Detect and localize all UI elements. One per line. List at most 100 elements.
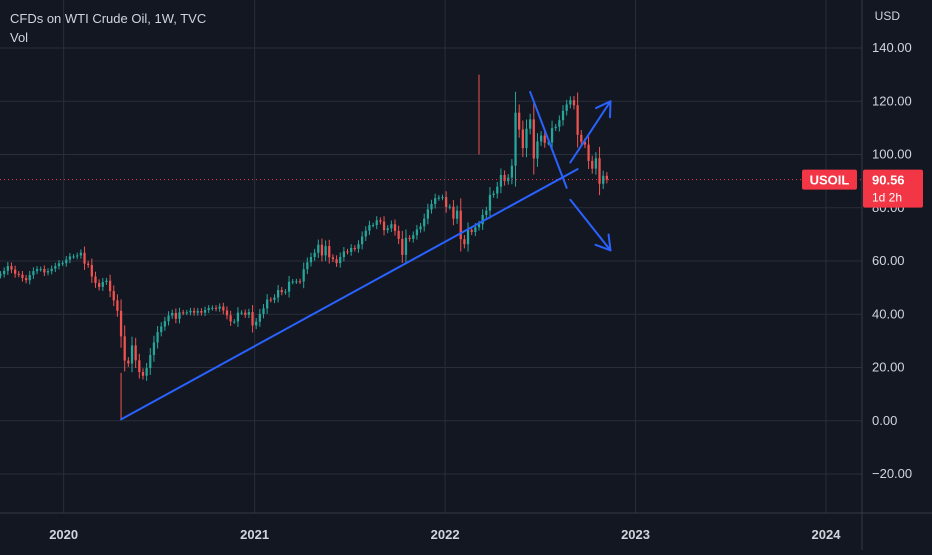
trendline-drawing-line (529, 90, 568, 189)
candle-body (262, 308, 265, 314)
candle-body (558, 120, 561, 127)
candle-body (499, 175, 503, 187)
candle-body (196, 311, 199, 313)
candle-body (550, 128, 554, 143)
candle-body (521, 129, 524, 149)
candle-body (404, 237, 408, 255)
candle-body (200, 311, 203, 313)
candle-body (419, 226, 422, 230)
ticker-badge-bg (802, 169, 857, 190)
candle-body (156, 332, 159, 343)
countdown-text: 1d 2h (872, 191, 902, 205)
candle-body (401, 238, 404, 255)
candle-body (302, 269, 305, 282)
ticker-text: USOIL (810, 173, 850, 188)
candle-body (474, 227, 477, 232)
x-tick-label: 2021 (240, 527, 269, 542)
candle-body (76, 255, 79, 257)
candle-body (360, 236, 364, 245)
candle-body (386, 228, 389, 231)
candle-body (605, 175, 608, 180)
candle-body (229, 315, 232, 322)
candle-body (397, 230, 400, 239)
candle-body (46, 271, 50, 273)
candle-body (174, 312, 177, 319)
x-tick-label: 2024 (812, 527, 842, 542)
ticker-badge: USOIL (802, 169, 857, 190)
candle-body (284, 291, 287, 293)
candle-body (514, 112, 517, 166)
candle-body (211, 307, 214, 309)
candle-body (452, 206, 455, 219)
candle-body (331, 257, 335, 260)
candle-body (426, 209, 430, 219)
volume-label[interactable]: Vol (10, 30, 29, 45)
candle-body (35, 269, 39, 272)
candle-body (68, 256, 72, 260)
candle-body (547, 142, 550, 144)
candle-body (171, 312, 174, 316)
candle-body (364, 230, 367, 237)
last-price-badge: 90.56 1d 2h (863, 169, 923, 208)
candle-body (503, 175, 506, 182)
candle-body (152, 342, 156, 355)
candle-body (328, 246, 331, 258)
candle-body (90, 264, 93, 277)
candle-body (554, 126, 557, 129)
candle-body (459, 210, 462, 240)
arrow-drawing[interactable] (569, 198, 612, 252)
candle-body (255, 321, 258, 326)
y-tick-label: 40.00 (872, 306, 905, 321)
candle-body (510, 165, 514, 178)
candle-body (39, 268, 42, 270)
candle-body (105, 280, 108, 283)
candle-body (130, 345, 134, 364)
arrow-drawing[interactable] (569, 100, 612, 164)
candle-body (306, 262, 309, 270)
arrow-head-icon (594, 233, 612, 252)
candle-body (375, 220, 378, 226)
trendline-drawing[interactable] (529, 90, 568, 189)
candle-body (598, 158, 601, 184)
candle-body (258, 313, 261, 322)
candle-body (543, 135, 546, 143)
candle-body (145, 368, 148, 376)
candle-body (10, 266, 13, 270)
currency-label[interactable]: USD (874, 9, 900, 23)
drawings[interactable] (120, 90, 612, 421)
candle-body (594, 158, 598, 169)
candle-body (119, 310, 123, 337)
candle-body (441, 197, 444, 199)
last-price-badge-bg (863, 169, 923, 208)
candle-body (163, 321, 167, 327)
symbol-title[interactable]: CFDs on WTI Crude Oil, 1W, TVC (10, 11, 207, 26)
y-tick-label: 140.00 (872, 40, 912, 55)
candle-body (54, 266, 57, 269)
chart-legend[interactable]: CFDs on WTI Crude Oil, 1W, TVC Vol (10, 9, 206, 47)
arrow-head-icon (595, 100, 612, 119)
candle-body (266, 299, 269, 309)
candle-body (13, 269, 17, 274)
candles (0, 74, 862, 420)
arrow-drawing-line (569, 198, 612, 252)
candle-body (160, 326, 163, 333)
candle-body (291, 281, 294, 283)
candle-body (79, 252, 83, 256)
candle-body (222, 306, 225, 311)
candle-body (214, 307, 218, 309)
candle-body (21, 274, 24, 279)
candle-body (602, 175, 605, 184)
candle-body (492, 193, 495, 195)
candle-body (61, 263, 64, 265)
candle-body (192, 310, 196, 313)
candle-body (408, 237, 411, 239)
candle-body (116, 300, 119, 311)
candle-body (353, 247, 356, 249)
candle-body (379, 220, 382, 222)
trendline-drawing[interactable] (120, 168, 579, 421)
candle-body (532, 119, 535, 159)
